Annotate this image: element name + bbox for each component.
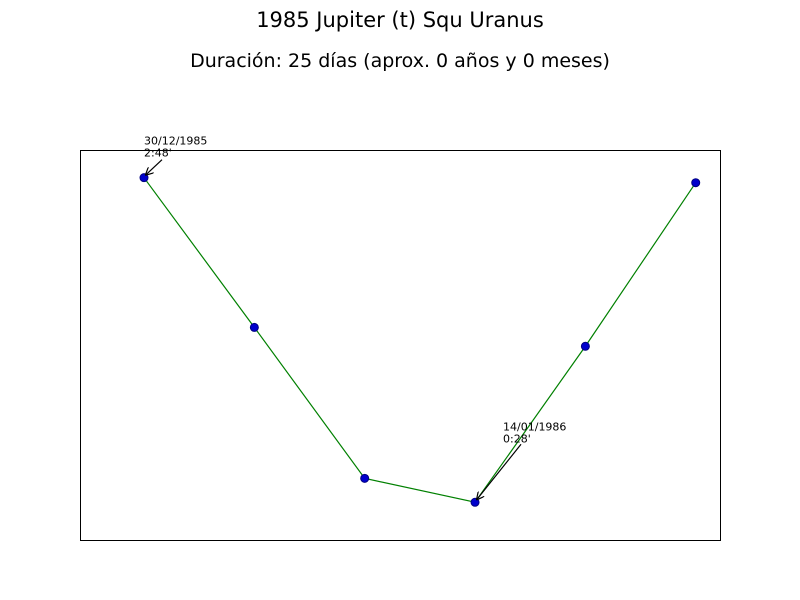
annotation-value: 0:28' xyxy=(503,432,531,445)
data-point xyxy=(360,473,370,483)
series-line xyxy=(143,177,697,503)
data-point xyxy=(249,322,259,332)
annotation-value: 2:48' xyxy=(144,147,172,160)
data-point xyxy=(470,497,480,507)
annotation-arrow xyxy=(477,443,522,499)
series-layer xyxy=(139,173,701,507)
annotation-date: 14/01/1986 xyxy=(503,420,566,433)
annotation-arrow xyxy=(146,159,163,175)
data-point xyxy=(139,173,149,183)
plot-area-frame xyxy=(80,150,721,541)
chart-subtitle: Duración: 25 días (aprox. 0 años y 0 mes… xyxy=(190,50,610,72)
data-point xyxy=(691,178,701,188)
data-point xyxy=(580,341,590,351)
annotation-date: 30/12/1985 xyxy=(144,135,207,148)
chart-title: 1985 Jupiter (t) Squ Uranus xyxy=(256,8,544,32)
